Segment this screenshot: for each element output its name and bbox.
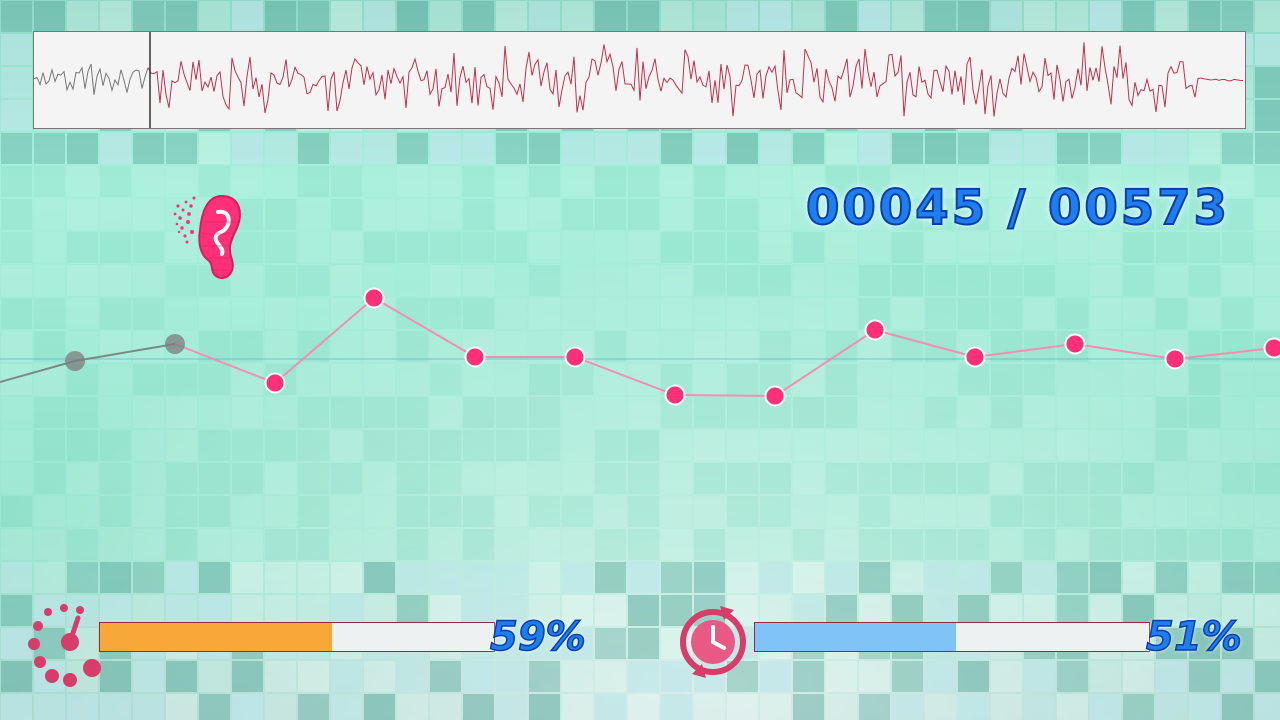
track-segment: [874, 329, 976, 358]
dotted-gauge-icon: [28, 604, 101, 687]
track-node: [1064, 333, 1086, 355]
gauge-meter-fill: [100, 623, 333, 651]
ear-icon: [173, 194, 241, 279]
track-node: [1164, 348, 1186, 370]
counter-total: 00573: [1047, 179, 1230, 237]
track-segment: [274, 297, 375, 384]
waveform-upcoming: [147, 42, 1244, 117]
note-track: [0, 287, 1280, 407]
track-node: [864, 319, 886, 341]
track-node: [264, 372, 286, 394]
track-node-past: [65, 351, 85, 371]
time-meter-bar: [754, 622, 1150, 652]
counter-separator: /: [1007, 179, 1029, 237]
gauge-meter-bar: [99, 622, 495, 652]
track-node: [464, 346, 486, 368]
track-segment: [174, 343, 276, 384]
track-node-past: [165, 334, 185, 354]
track-segment: [974, 343, 1076, 358]
waveform-panel: [33, 31, 1246, 129]
track-node: [363, 287, 385, 309]
track-segment: [74, 343, 176, 362]
track-segment: [674, 394, 776, 397]
track-segment: [0, 360, 76, 383]
track-node: [964, 346, 986, 368]
counter-current: 00045: [805, 179, 989, 237]
clock-cycle-icon: [680, 606, 746, 678]
track-segment: [373, 297, 476, 358]
track-node: [664, 384, 686, 406]
time-meter-percent: 51%: [1145, 613, 1242, 661]
gauge-meter-percent: 59%: [489, 613, 586, 661]
track-segment: [574, 356, 676, 396]
progress-counter: 00045 / 00573: [805, 178, 1230, 238]
track-node: [1263, 337, 1280, 359]
track-segment: [1174, 347, 1275, 360]
time-meter-fill: [755, 623, 956, 651]
track-segment: [774, 329, 876, 397]
track-node: [564, 346, 586, 368]
waveform-played: [34, 63, 149, 95]
track-node: [764, 385, 786, 407]
track-segment: [1074, 343, 1176, 360]
waveform: [34, 32, 1244, 128]
